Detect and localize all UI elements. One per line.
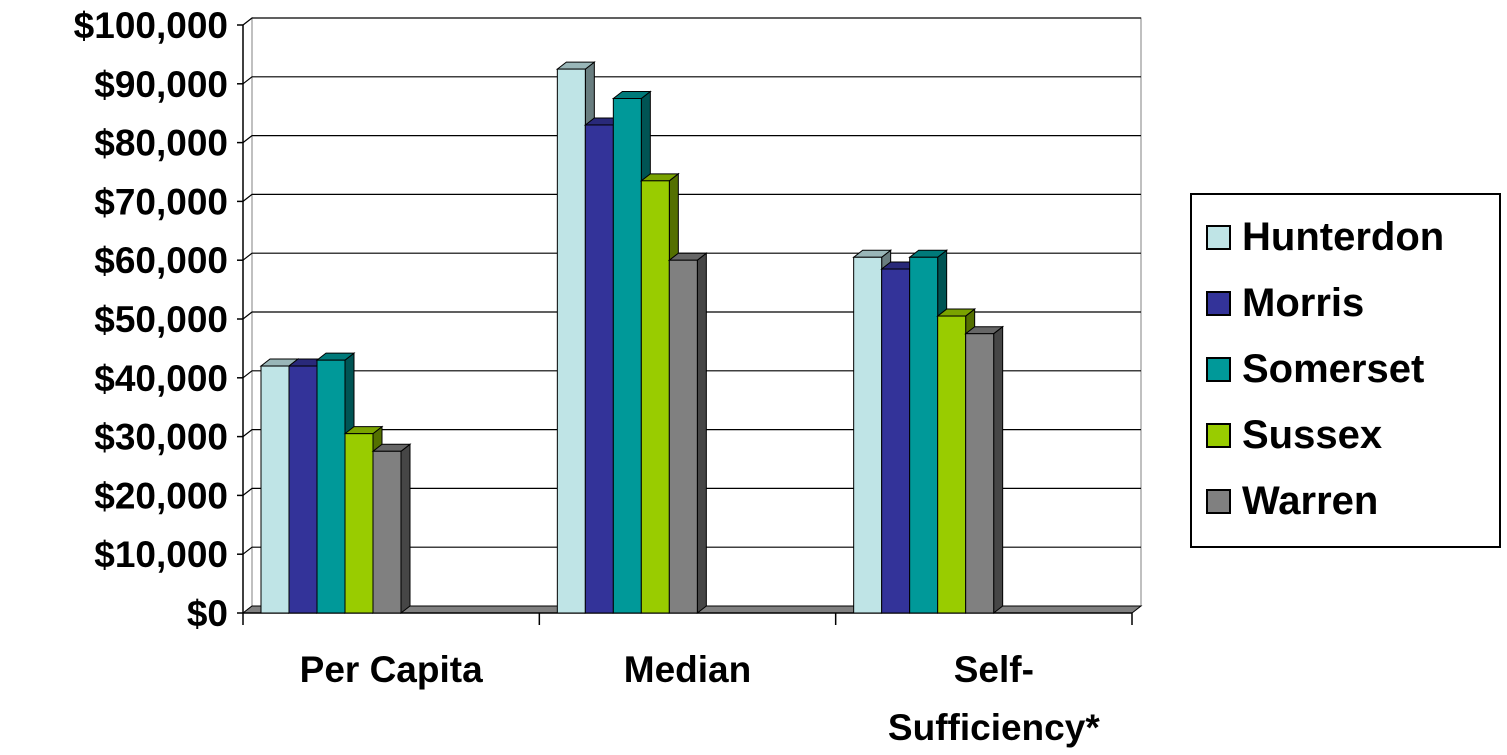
legend: Hunterdon Morris Somerset Sussex Warren xyxy=(1190,193,1501,548)
gridline xyxy=(242,76,1141,85)
legend-label: Sussex xyxy=(1242,413,1383,457)
y-tick-label: $0 xyxy=(187,593,228,634)
gridline xyxy=(242,17,1141,26)
legend-item-sussex: Sussex xyxy=(1206,415,1382,455)
legend-swatch xyxy=(1206,290,1231,316)
y-tick-label: $30,000 xyxy=(94,417,228,458)
x-axis-tick-labels: Per Capita Median Self-Sufficiency* xyxy=(300,649,1101,748)
legend-swatch xyxy=(1206,224,1231,250)
gridline xyxy=(242,370,1141,379)
legend-label: Somerset xyxy=(1242,347,1425,391)
legend-item-hunterdon: Hunterdon xyxy=(1206,217,1444,257)
bar-warren xyxy=(667,252,708,615)
bars xyxy=(259,61,1005,615)
legend-item-morris: Morris xyxy=(1206,283,1364,323)
y-tick-label: $90,000 xyxy=(94,64,228,105)
gridline xyxy=(242,429,1141,438)
legend-label: Morris xyxy=(1242,281,1365,325)
legend-label: Warren xyxy=(1242,479,1379,523)
y-tick-label: $70,000 xyxy=(94,181,228,222)
gridline xyxy=(242,311,1141,320)
y-tick-label: $10,000 xyxy=(94,534,228,575)
y-tick-label: $60,000 xyxy=(94,240,228,281)
gridline xyxy=(242,546,1141,555)
legend-swatch xyxy=(1206,356,1231,382)
y-tick-label: $40,000 xyxy=(94,358,228,399)
y-tick-label: $50,000 xyxy=(94,299,228,340)
bar-warren xyxy=(371,443,412,615)
x-tick-label: Median xyxy=(624,649,751,690)
legend-swatch xyxy=(1206,488,1231,514)
y-axis-tick-labels: $0 $10,000 $20,000 $30,000 $40,000 $50,000 $60… xyxy=(74,5,228,634)
legend-swatch xyxy=(1206,422,1231,448)
y-tick-label: $80,000 xyxy=(94,123,228,164)
x-tick-label: Per Capita xyxy=(300,649,483,690)
y-tick-label: $100,000 xyxy=(74,5,228,46)
gridline xyxy=(242,193,1141,202)
gridline xyxy=(242,487,1141,496)
x-tick-label: Self-Sufficiency* xyxy=(888,649,1100,748)
y-tick-label: $20,000 xyxy=(94,475,228,516)
legend-label: Hunterdon xyxy=(1242,215,1445,259)
gridline xyxy=(242,252,1141,261)
bar-warren xyxy=(964,325,1005,615)
gridline xyxy=(242,135,1141,144)
legend-item-warren: Warren xyxy=(1206,481,1378,521)
legend-item-somerset: Somerset xyxy=(1206,349,1424,389)
gridlines xyxy=(242,17,1141,555)
